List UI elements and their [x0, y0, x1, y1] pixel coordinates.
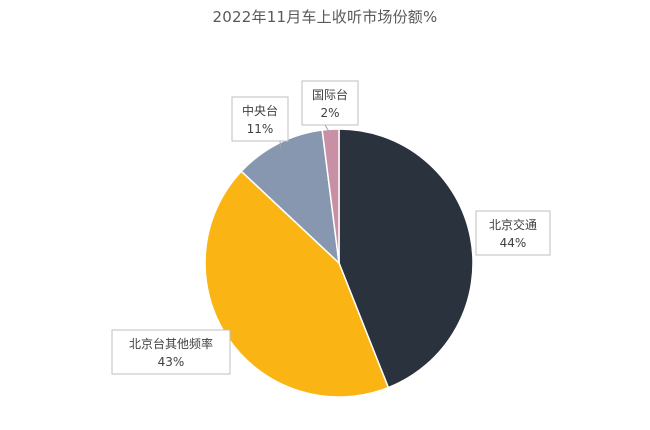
leader-line-cnr-central — [279, 140, 282, 149]
label-box — [301, 80, 359, 126]
chart-title: 2022年11月车上收听市场份额% — [212, 8, 438, 26]
label-box — [475, 210, 551, 256]
slice-category-label: 中央台 — [242, 103, 278, 118]
label-box — [111, 329, 231, 375]
leader-lines — [279, 124, 332, 149]
pie-slice-cri-international — [321, 128, 340, 264]
slice-label-cri-international: 国际台 2% — [301, 80, 359, 126]
pie-slice-beijing-jiaotong — [338, 128, 474, 389]
slice-label-cnr-central: 中央台 11% — [231, 96, 289, 142]
leader-line-cri-international — [324, 124, 332, 135]
slice-value-label: 43% — [158, 355, 185, 369]
slice-labels: 北京交通 44% 北京台其他频率 43% 中央台 11% 国际台 2% — [111, 80, 551, 375]
pie-slice-cnr-central — [240, 129, 341, 265]
slice-value-label: 2% — [320, 106, 339, 120]
slice-category-label: 北京台其他频率 — [129, 336, 213, 351]
pie-slices — [204, 128, 474, 398]
label-box — [231, 96, 289, 142]
slice-value-label: 44% — [500, 236, 527, 250]
slice-category-label: 北京交通 — [489, 217, 537, 232]
slice-label-beijing-jiaotong: 北京交通 44% — [475, 210, 551, 256]
slice-category-label: 国际台 — [312, 87, 348, 102]
slice-label-beijing-other: 北京台其他频率 43% — [111, 329, 231, 375]
slice-value-label: 11% — [247, 122, 274, 136]
